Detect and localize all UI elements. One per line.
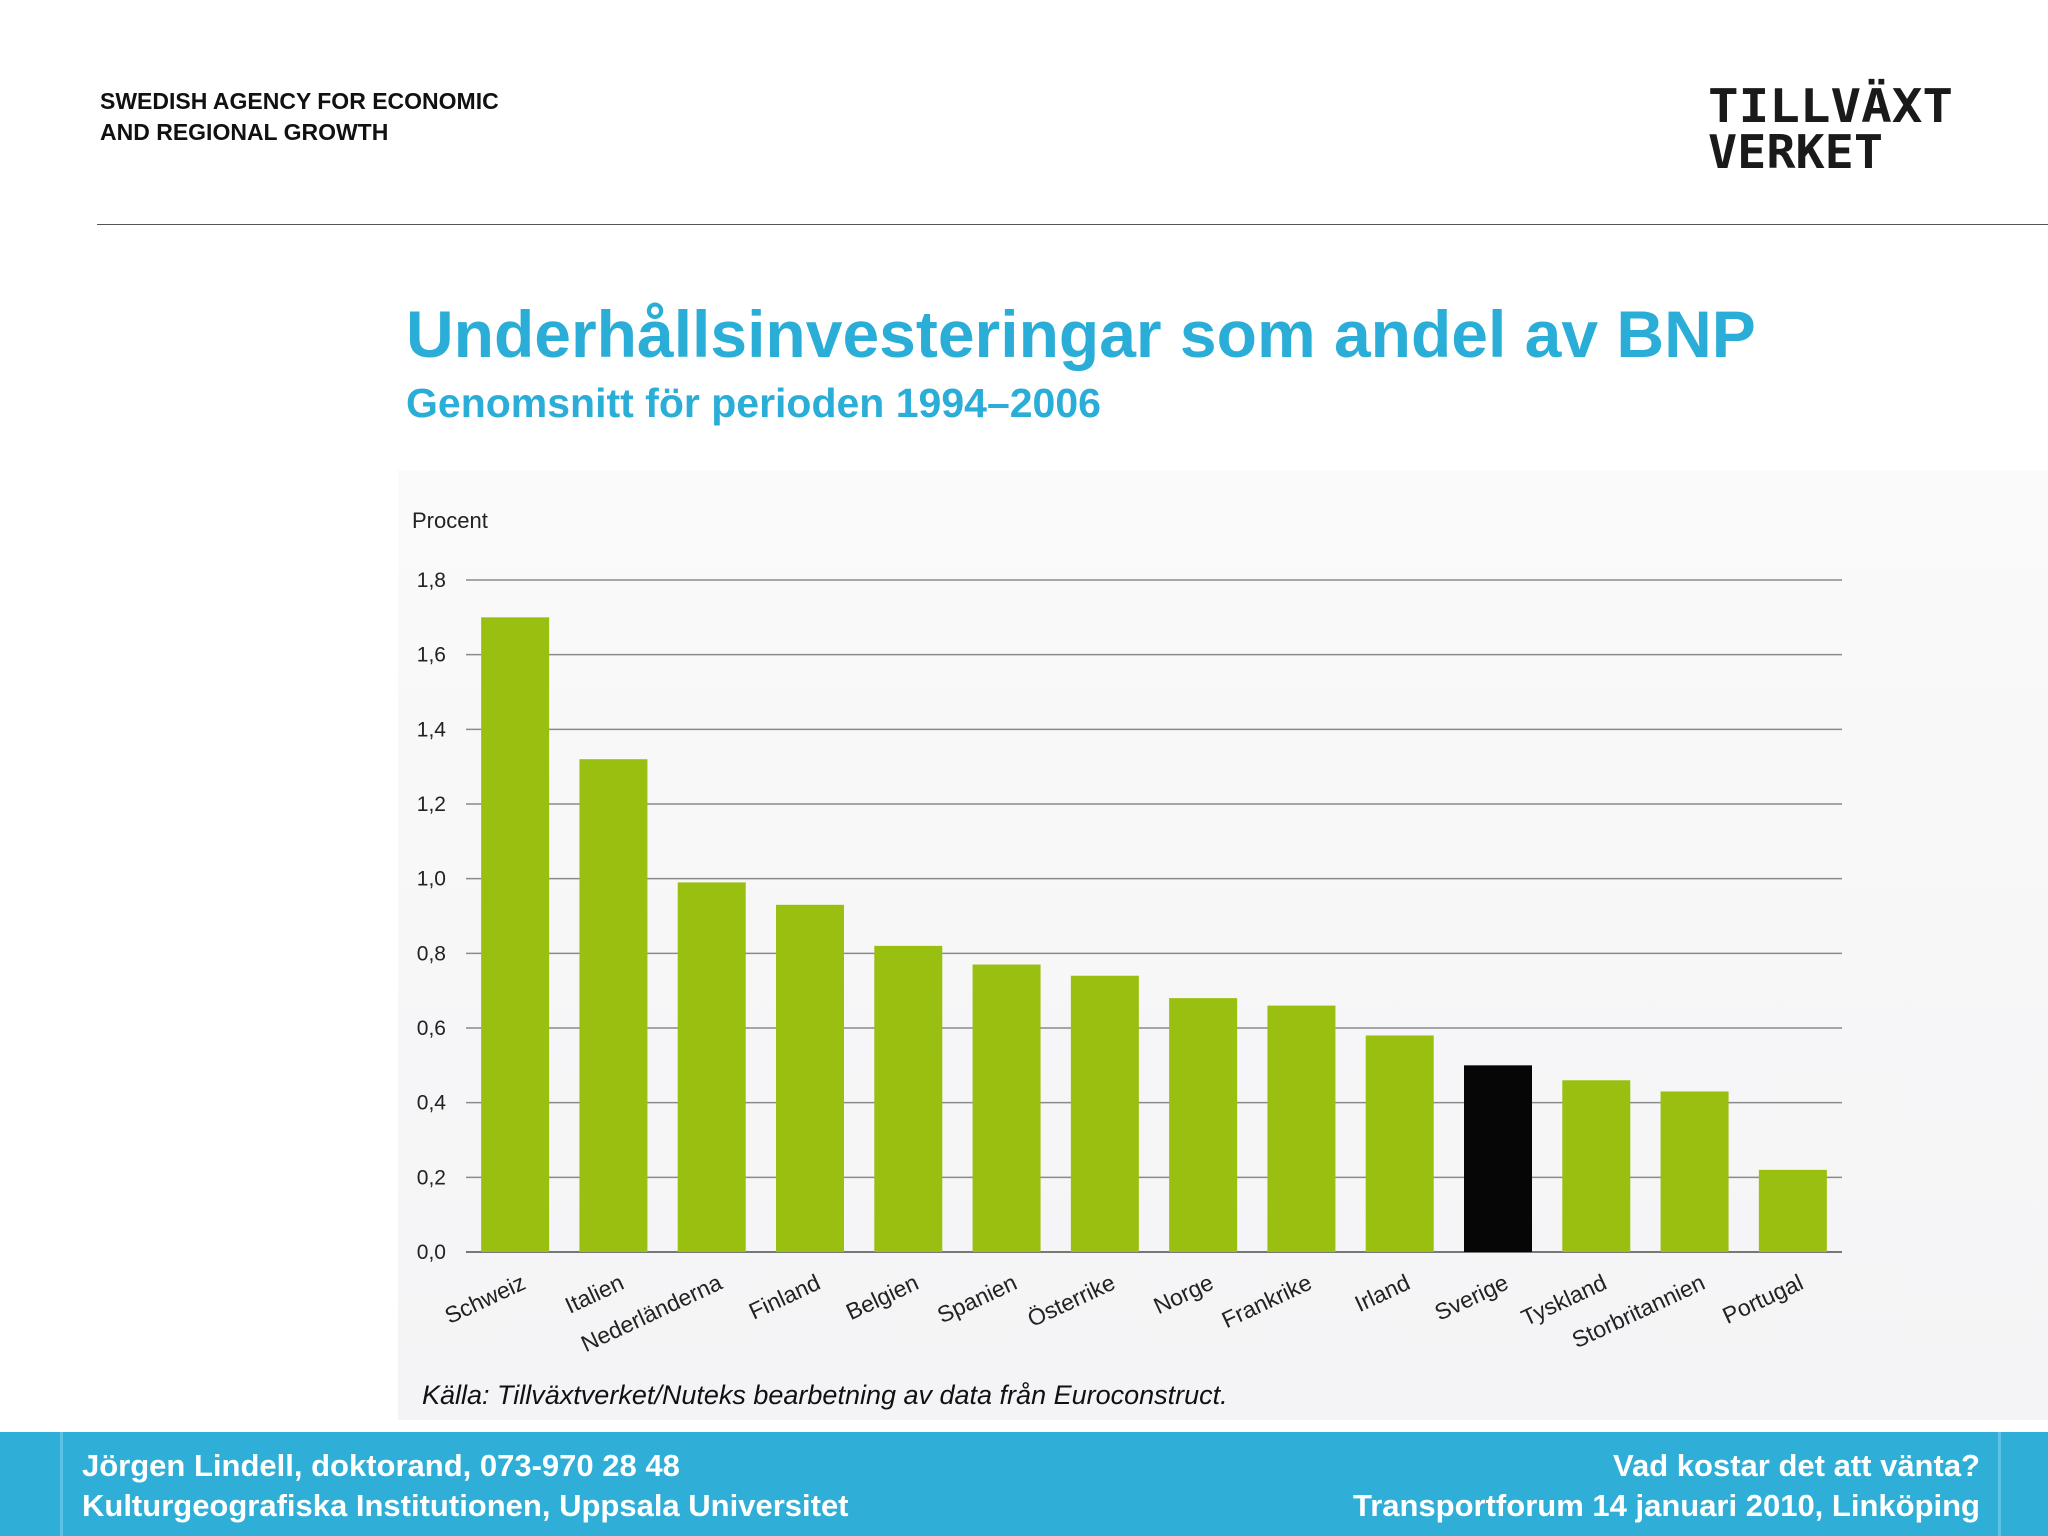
x-tick-label: Irland bbox=[1351, 1269, 1414, 1317]
x-tick-label: Spanien bbox=[933, 1269, 1021, 1328]
footer-bar: Jörgen Lindell, doktorand, 073-970 28 48… bbox=[0, 1432, 2048, 1536]
bar bbox=[1070, 975, 1139, 1252]
x-tick-label: Finland bbox=[745, 1269, 824, 1324]
source-note: Källa: Tillväxtverket/Nuteks bearbetning… bbox=[422, 1380, 1228, 1410]
x-tick-label: Frankrike bbox=[1218, 1269, 1316, 1333]
y-tick-label: 1,0 bbox=[417, 868, 446, 891]
footer-event-line1: Vad kostar det att vänta? bbox=[1613, 1448, 1980, 1483]
bar bbox=[972, 964, 1041, 1252]
bar bbox=[1562, 1080, 1631, 1252]
bar bbox=[1758, 1169, 1827, 1252]
y-tick-label: 1,8 bbox=[417, 569, 446, 592]
bar bbox=[1169, 998, 1238, 1252]
y-tick-label: 0,6 bbox=[417, 1017, 446, 1040]
x-tick-label: Belgien bbox=[842, 1269, 923, 1325]
footer-event-line2: Transportforum 14 januari 2010, Linköpin… bbox=[1352, 1488, 1980, 1523]
bar bbox=[776, 904, 844, 1252]
header-divider bbox=[97, 224, 2048, 225]
y-axis-label: Procent bbox=[412, 508, 488, 533]
y-tick-label: 1,4 bbox=[417, 718, 447, 741]
bar bbox=[874, 945, 943, 1252]
bar bbox=[1267, 1005, 1336, 1252]
x-tick-label: Österrike bbox=[1023, 1269, 1119, 1332]
footer-divider-left bbox=[60, 1432, 63, 1536]
bar bbox=[1464, 1065, 1532, 1252]
bar bbox=[579, 759, 648, 1252]
y-tick-label: 0,4 bbox=[417, 1092, 447, 1115]
y-tick-label: 1,2 bbox=[417, 793, 446, 816]
logo-text-line1: TILLVÄXT bbox=[1708, 79, 1953, 133]
slide-title: Underhållsinvesteringar som andel av BNP bbox=[406, 297, 1756, 371]
footer-event: Vad kostar det att vänta? Transportforum… bbox=[1353, 1446, 1980, 1526]
y-tick-label: 0,2 bbox=[417, 1166, 446, 1189]
bar-chart: Procent 0,0 0,2 0,4 0,6 0,8 1,0 1,2 1,4 1,6 1,8 Sch… bbox=[412, 508, 1842, 1357]
x-tick-label: Norge bbox=[1149, 1269, 1217, 1319]
slide-subtitle: Genomsnitt för perioden 1994–2006 bbox=[406, 380, 1101, 426]
y-tick-label: 0,0 bbox=[417, 1241, 446, 1264]
footer-author: Jörgen Lindell, doktorand, 073-970 28 48… bbox=[82, 1446, 849, 1526]
agency-name: SWEDISH AGENCY FOR ECONOMIC AND REGIONAL… bbox=[100, 86, 499, 148]
tillvaxtverket-logo: TILLVÄXT VERKET bbox=[1708, 79, 1953, 179]
y-tick-label: 0,8 bbox=[417, 942, 446, 965]
footer-author-line1: Jörgen Lindell, doktorand, 073-970 28 48 bbox=[82, 1448, 680, 1483]
x-tick-label: Sverige bbox=[1430, 1269, 1512, 1326]
x-tick-label: Schweiz bbox=[441, 1269, 530, 1329]
x-tick-label: Portugal bbox=[1718, 1269, 1807, 1329]
logo-text-line2: VERKET bbox=[1708, 125, 1883, 179]
footer-author-line2: Kulturgeografiska Institutionen, Uppsala… bbox=[82, 1488, 849, 1523]
bar bbox=[1365, 1035, 1434, 1252]
chart-background bbox=[398, 470, 2048, 1420]
bar bbox=[481, 617, 550, 1252]
footer-divider-right bbox=[1998, 1432, 2001, 1536]
y-tick-label: 1,6 bbox=[417, 644, 446, 667]
bar bbox=[1660, 1091, 1729, 1252]
x-tick-label: Italien bbox=[561, 1269, 628, 1319]
agency-name-line2: AND REGIONAL GROWTH bbox=[100, 119, 389, 145]
agency-name-line1: SWEDISH AGENCY FOR ECONOMIC bbox=[100, 88, 499, 114]
bar bbox=[677, 882, 746, 1252]
